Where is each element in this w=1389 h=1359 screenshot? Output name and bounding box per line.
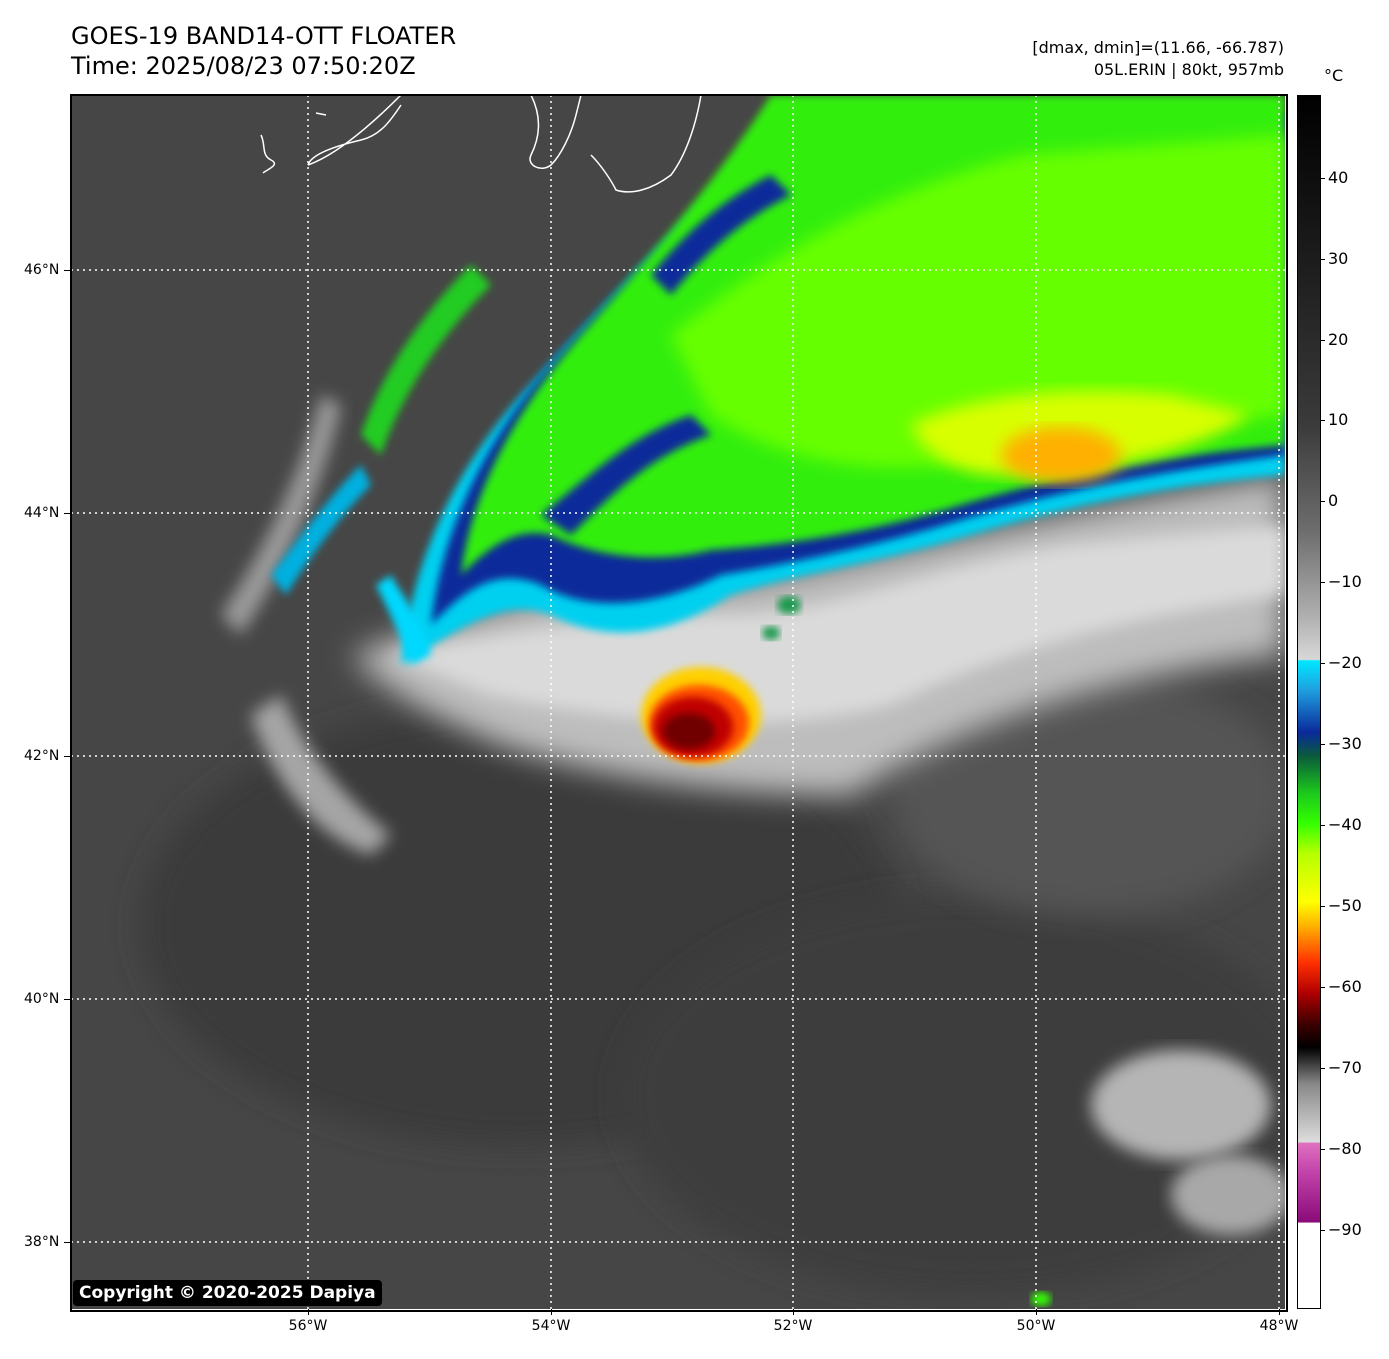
lon-tick-mark [551, 1309, 552, 1315]
colorbar-tick-mark [1321, 501, 1325, 502]
lat-tick-label: 44°N [24, 505, 60, 521]
lat-tick-label: 46°N [24, 262, 60, 278]
colorbar-tick-label: −50 [1328, 896, 1362, 915]
lat-tick-label: 38°N [24, 1234, 60, 1250]
coastline-newfoundland-west [307, 95, 402, 166]
lon-tick-mark [1279, 1309, 1280, 1315]
temperature-colorbar [1297, 95, 1321, 1309]
colorbar-tick-label: −60 [1328, 977, 1362, 996]
colorbar-tick-label: 40 [1328, 168, 1349, 187]
colorbar-tick-label: −10 [1328, 572, 1362, 591]
colorbar-tick-mark [1321, 744, 1325, 745]
colorbar-tick-mark [1321, 259, 1325, 260]
coastlines [260, 95, 702, 193]
colorbar-tick-mark [1321, 1149, 1325, 1150]
colorbar-tick-mark [1321, 663, 1325, 664]
colorbar-tick-label: 20 [1328, 330, 1349, 349]
colorbar-unit: °C [1324, 66, 1344, 85]
lat-tick-mark [64, 1242, 70, 1243]
colorbar-tick-mark [1321, 1230, 1325, 1231]
colorbar-tick-label: 10 [1328, 410, 1349, 429]
lon-tick-mark [793, 1309, 794, 1315]
observation-time: Time: 2025/08/23 07:50:20Z [71, 52, 416, 80]
colorbar-tick-mark [1321, 178, 1325, 179]
lon-tick-label: 50°W [1016, 1318, 1056, 1334]
lat-tick-label: 40°N [24, 991, 60, 1007]
copyright-label: Copyright © 2020-2025 Dapiya [73, 1280, 382, 1306]
lat-tick-label: 42°N [24, 748, 60, 764]
lon-tick-label: 52°W [773, 1318, 813, 1334]
lon-tick-mark [1036, 1309, 1037, 1315]
lon-tick-label: 56°W [288, 1318, 328, 1334]
colorbar-tick-label: 0 [1328, 491, 1339, 510]
lat-tick-mark [64, 999, 70, 1000]
colorbar-tick-mark [1321, 1068, 1325, 1069]
colorbar-tick-label: −70 [1328, 1058, 1362, 1077]
colorbar-tick-label: −40 [1328, 815, 1362, 834]
lat-tick-mark [64, 513, 70, 514]
colorbar-tick-mark [1321, 420, 1325, 421]
colorbar-tick-mark [1321, 582, 1325, 583]
lon-tick-label: 48°W [1259, 1318, 1299, 1334]
cloud-imagery [71, 95, 1285, 1309]
colorbar-tick-mark [1321, 825, 1325, 826]
storm-info: 05L.ERIN | 80kt, 957mb [1093, 60, 1284, 79]
satellite-map[interactable] [71, 95, 1285, 1309]
temperature-range: [dmax, dmin]=(11.66, -66.787) [1032, 38, 1284, 57]
lat-tick-mark [64, 270, 70, 271]
lon-tick-label: 54°W [531, 1318, 571, 1334]
coldest-tops-deck [1001, 427, 1121, 483]
graticule [71, 95, 1285, 1309]
colorbar-tick-mark [1321, 340, 1325, 341]
colorbar-tick-label: −90 [1328, 1220, 1362, 1239]
colorbar-tick-label: 30 [1328, 249, 1349, 268]
lat-tick-mark [64, 756, 70, 757]
lon-tick-mark [308, 1309, 309, 1315]
colorbar-tick-mark [1321, 987, 1325, 988]
colorbar-tick-label: −20 [1328, 653, 1362, 672]
colorbar-tick-label: −30 [1328, 734, 1362, 753]
product-title: GOES-19 BAND14-OTT FLOATER [71, 22, 457, 50]
colorbar-tick-mark [1321, 906, 1325, 907]
colorbar-tick-label: −80 [1328, 1139, 1362, 1158]
